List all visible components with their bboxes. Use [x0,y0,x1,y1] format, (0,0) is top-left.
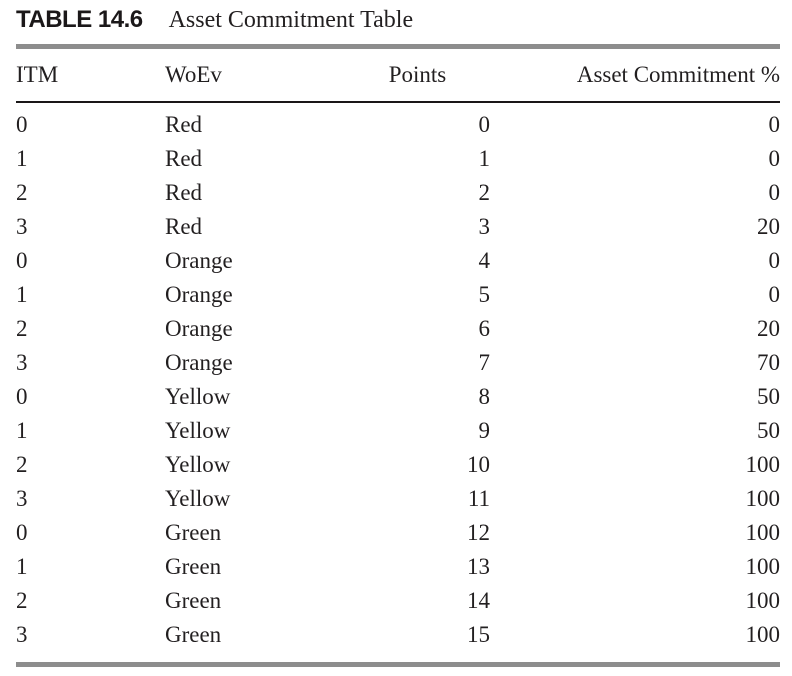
header-row: ITM WoEv Points Asset Commitment % [16,49,780,103]
table-cell: 100 [745,452,781,477]
table-row: 2 Yellow 10 100 [16,448,780,482]
table-header: ITM WoEv Points Asset Commitment % [16,49,780,103]
table-cell: Green [165,588,222,613]
table-cell: 2 [16,180,28,205]
table-cell: 1 [478,146,491,171]
table-cell: 3 [16,486,28,511]
column-header-itm: ITM [16,49,165,103]
table-cell: 0 [16,384,28,409]
table-cell: 0 [16,248,28,273]
table-cell: 100 [745,588,781,613]
column-header-asset-commitment: Asset Commitment % [490,49,780,103]
table-cell: 100 [745,486,781,511]
table-cell: 3 [16,622,28,647]
table-row: 3 Red 3 20 [16,210,780,244]
table-cell: 14 [467,588,490,613]
table-cell: Yellow [165,418,231,443]
table-cell: 1 [16,554,28,579]
table-body: 0 Red 0 0 1 Red 1 0 2 Red 2 0 3 Red 3 20 0 Orange 4 0 1 Orang… [16,102,780,652]
column-header-points: Points [345,49,490,103]
table-cell: 5 [478,282,491,307]
table-row: 0 Red 0 0 [16,102,780,142]
table-cell: 8 [478,384,491,409]
table-cell: 0 [768,248,781,273]
table-cell: Red [165,214,203,239]
table-cell: 15 [467,622,490,647]
table-cell: Green [165,554,222,579]
table-cell: 6 [478,316,491,341]
table-cell: 2 [16,316,28,341]
table-cell: 2 [16,452,28,477]
table-cell: 2 [16,588,28,613]
table-cell: Green [165,622,222,647]
table-cell: 100 [745,554,781,579]
table-row: 2 Orange 6 20 [16,312,780,346]
table-cell: 0 [768,180,781,205]
table-cell: Orange [165,350,233,375]
table-cell: Red [165,112,203,137]
table-row: 2 Green 14 100 [16,584,780,618]
table-cell: 100 [745,520,781,545]
table-row: 1 Orange 5 0 [16,278,780,312]
table-row: 3 Yellow 11 100 [16,482,780,516]
table-cell: 3 [478,214,491,239]
table-cell: 0 [478,112,491,137]
table-row: 3 Green 15 100 [16,618,780,652]
table-cell: 50 [757,418,780,443]
table-cell: Yellow [165,452,231,477]
table-cell: 12 [467,520,490,545]
table-row: 1 Red 1 0 [16,142,780,176]
table-cell: Red [165,146,203,171]
table-cell: 13 [467,554,490,579]
table-cell: 0 [16,520,28,545]
table-cell: Orange [165,316,233,341]
table-cell: 20 [757,316,780,341]
column-header-woev: WoEv [165,49,345,103]
table-cell: Yellow [165,384,231,409]
table-row: 2 Red 2 0 [16,176,780,210]
table-caption: Asset Commitment Table [168,7,414,33]
table-cell: 4 [478,248,491,273]
table-row: 1 Green 13 100 [16,550,780,584]
table-cell: 0 [768,282,781,307]
table-cell: 11 [467,486,490,511]
table-row: 0 Yellow 8 50 [16,380,780,414]
table-row: 1 Yellow 9 50 [16,414,780,448]
table-row: 0 Orange 4 0 [16,244,780,278]
table-cell: 1 [16,282,28,307]
table-row: 3 Orange 7 70 [16,346,780,380]
table-cell: 70 [757,350,780,375]
table-cell: Red [165,180,203,205]
asset-commitment-table: ITM WoEv Points Asset Commitment % 0 Red 0… [16,49,780,652]
table-cell: 9 [478,418,491,443]
bottom-divider-rule [16,662,780,667]
table-cell: 20 [757,214,780,239]
table-cell: Orange [165,282,233,307]
table-cell: 1 [16,418,28,443]
table-cell: 50 [757,384,780,409]
table-cell: 7 [478,350,491,375]
table-cell: 10 [467,452,490,477]
table-cell: Orange [165,248,233,273]
table-cell: 0 [16,112,28,137]
table-cell: Yellow [165,486,231,511]
top-divider-rule [16,44,780,49]
table-cell: 3 [16,350,28,375]
table-cell: 0 [768,112,781,137]
table-title: TABLE 14.6 Asset Commitment Table [16,6,780,42]
table-number-label: TABLE 14.6 [16,6,143,33]
table-cell: 0 [768,146,781,171]
table-cell: 100 [745,622,781,647]
table-row: 0 Green 12 100 [16,516,780,550]
table-cell: 1 [16,146,28,171]
table-cell: Green [165,520,222,545]
table-cell: 3 [16,214,28,239]
table-cell: 2 [478,180,491,205]
